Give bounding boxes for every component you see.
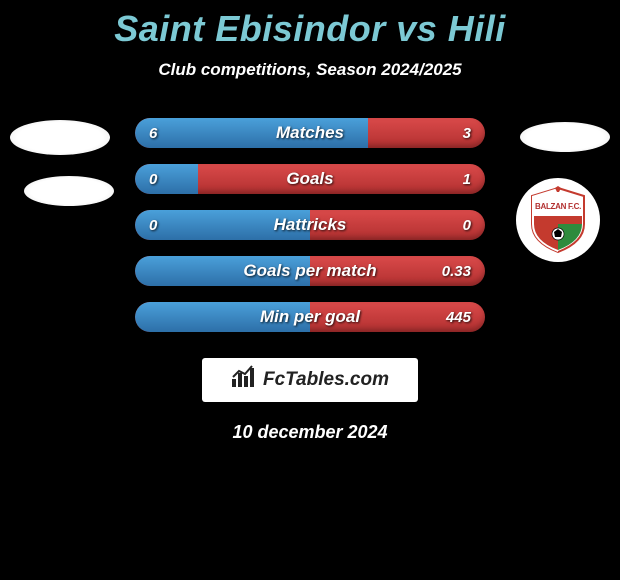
stat-bar-left-fill	[135, 164, 198, 194]
stat-bar-left-fill	[135, 118, 368, 148]
stat-bar: 63Matches	[135, 118, 485, 148]
stat-bar: 445Min per goal	[135, 302, 485, 332]
stat-row: 00Hattricks	[0, 202, 620, 248]
stat-value-right: 0.33	[442, 256, 471, 286]
stat-value-right: 445	[446, 302, 471, 332]
stat-value-right: 0	[463, 210, 471, 240]
stat-value-right: 1	[463, 164, 471, 194]
stat-row: 63Matches	[0, 110, 620, 156]
stat-value-left: 0	[149, 164, 157, 194]
stat-bar: 0.33Goals per match	[135, 256, 485, 286]
stat-row: 01Goals	[0, 156, 620, 202]
stat-row: 445Min per goal	[0, 294, 620, 340]
stat-bar-left-fill	[135, 256, 310, 286]
stat-value-left: 0	[149, 210, 157, 240]
stat-bar: 01Goals	[135, 164, 485, 194]
stat-bar-left-fill	[135, 302, 310, 332]
stat-bar-left-fill	[135, 210, 310, 240]
date-text: 10 december 2024	[0, 422, 620, 443]
stat-value-left: 6	[149, 118, 157, 148]
stat-value-right: 3	[463, 118, 471, 148]
brand-badge: FcTables.com	[202, 358, 418, 402]
stat-row: 0.33Goals per match	[0, 248, 620, 294]
subtitle: Club competitions, Season 2024/2025	[0, 60, 620, 80]
page-title: Saint Ebisindor vs Hili	[0, 0, 620, 50]
stats-rows: 63Matches01Goals00Hattricks0.33Goals per…	[0, 110, 620, 340]
stat-bar: 00Hattricks	[135, 210, 485, 240]
brand-text: FcTables.com	[263, 369, 389, 391]
chart-bars-icon	[231, 365, 257, 395]
